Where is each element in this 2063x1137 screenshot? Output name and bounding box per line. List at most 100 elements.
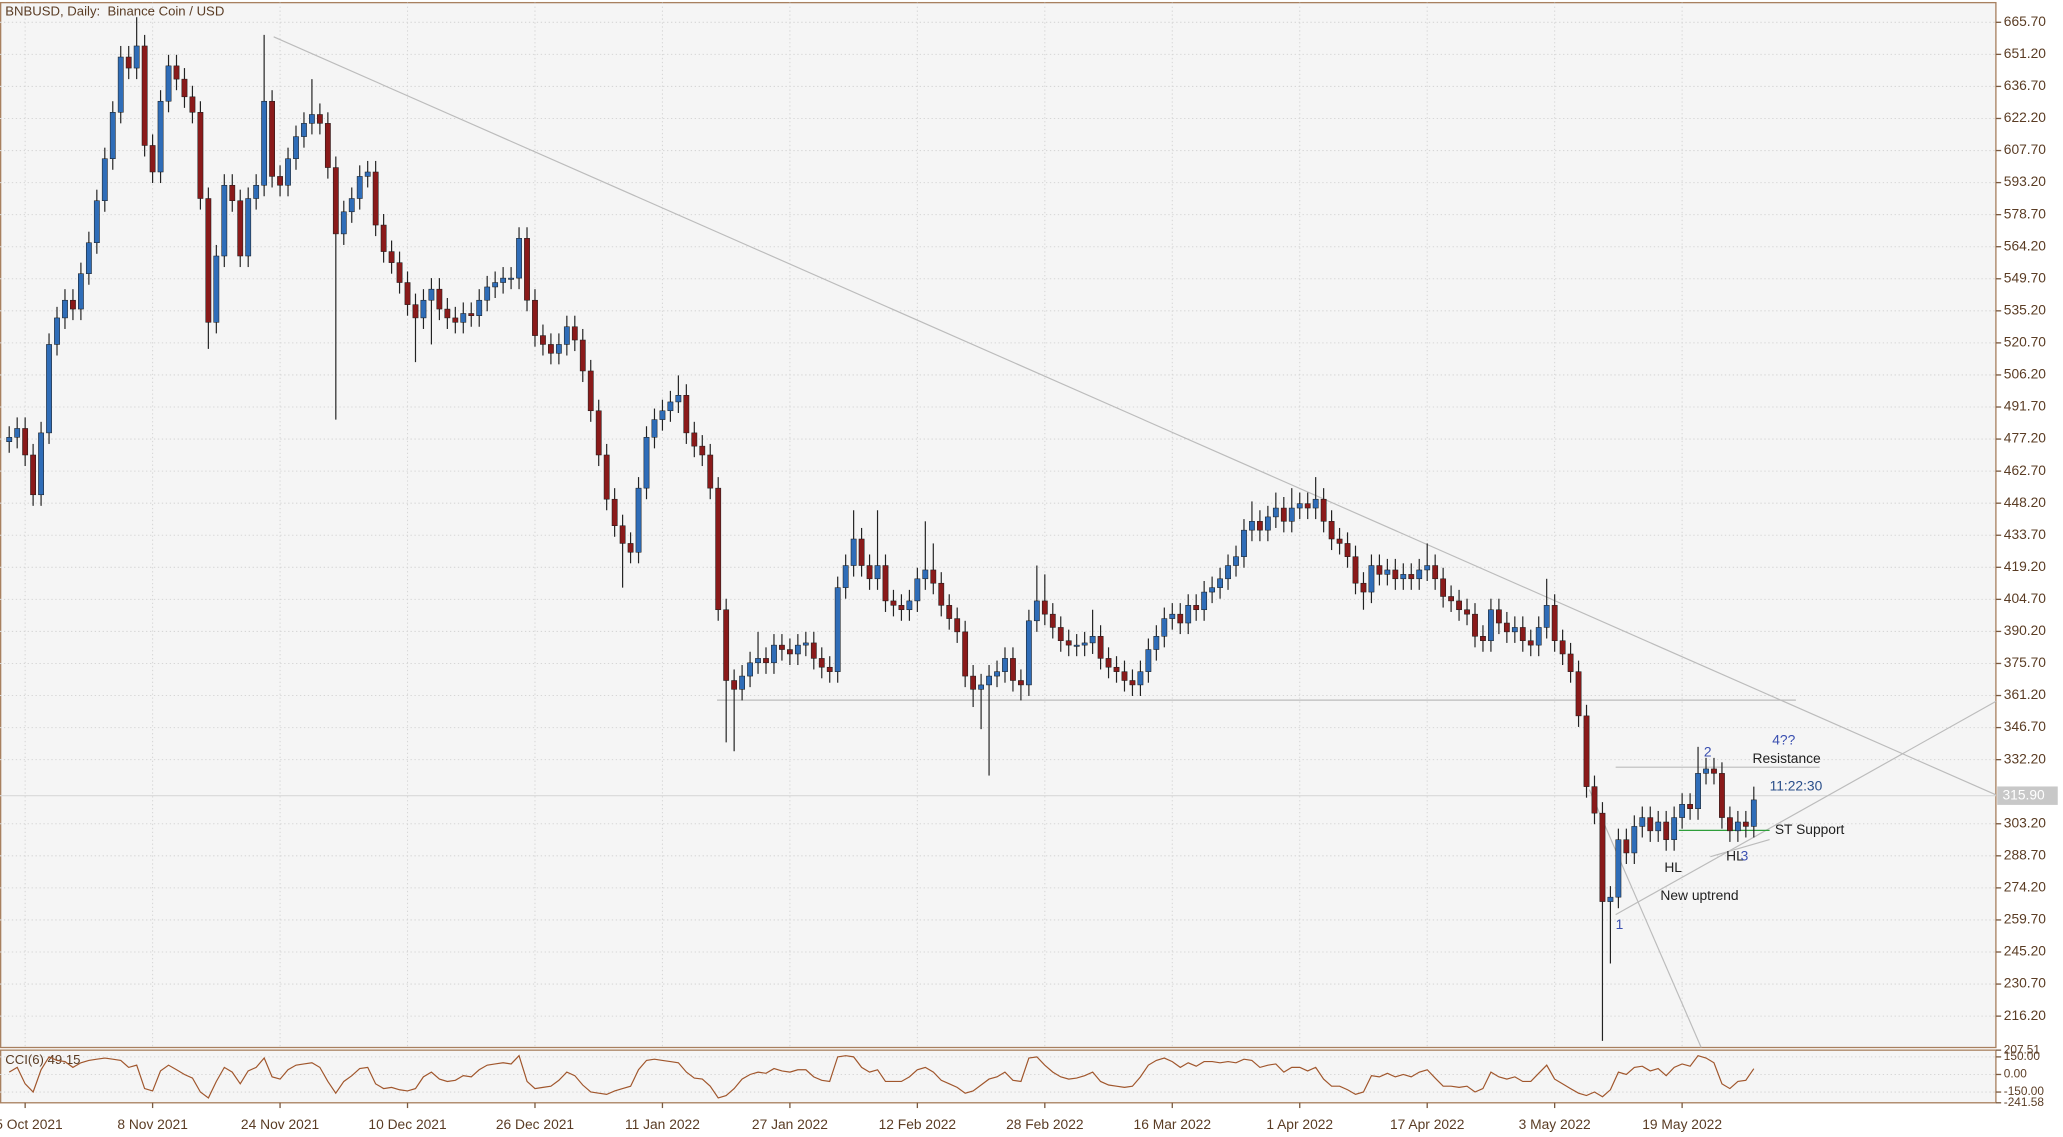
y-tick-label: 433.70 [2004,526,2047,542]
candle-body [723,609,730,681]
candle-body [1631,826,1638,854]
candle-body [787,649,793,655]
candle-body [1225,565,1231,580]
trend-line [273,36,1997,796]
candle-body [794,644,801,655]
candle-body [181,78,188,98]
candle-body [22,428,29,456]
y-tick-label: 651.20 [2004,45,2047,61]
candle-body [1272,507,1279,518]
candle-body [85,242,92,274]
y-tick-label: 245.20 [2004,943,2047,959]
candle-body [213,255,220,323]
candle-body [1209,587,1216,593]
candle-body [1057,627,1064,641]
candle-body [1432,565,1439,580]
last-price-box [1997,786,2058,805]
y-tick-label: 462.70 [2004,462,2047,478]
candle-body [954,618,961,633]
candle-body [1456,600,1462,611]
candle-body [516,238,522,279]
candle-body [1336,538,1343,544]
candle-body [1304,503,1311,509]
candles [6,17,1757,1041]
candle-body [1400,574,1407,580]
candle-body [1097,636,1104,659]
candle-body [1288,507,1295,522]
candle-body [826,666,833,672]
x-tick-label: 26 Dec 2021 [496,1116,574,1132]
candle-body [524,238,530,301]
y-tick-label: 477.20 [2004,430,2047,446]
candle-body [1623,839,1630,854]
candle-body [1647,817,1654,832]
candle-body [834,587,841,672]
candle-body [1264,516,1271,531]
candle-body [1424,565,1431,571]
candle-body [1703,768,1709,774]
candle-body [651,419,658,438]
cci-tick-label: -150.00 [2004,1084,2045,1098]
annotation: New uptrend [1660,887,1738,903]
y-tick-label: 404.70 [2004,590,2047,606]
candle-body [930,569,937,584]
candle-body [348,198,355,213]
y-tick-label: 216.20 [2004,1007,2047,1023]
candle-body [555,344,562,354]
candle-body [970,675,977,690]
candle-body [46,344,52,434]
candle-body [1695,773,1701,809]
candle-body [14,428,21,438]
candle-body [1655,821,1662,832]
candle-body [396,262,403,283]
candle-body [476,299,483,316]
candle-body [452,317,459,323]
candle-body [1280,507,1287,522]
x-tick-label: 16 Mar 2022 [1134,1116,1211,1132]
annotation: Resistance [1752,750,1821,766]
annotation: 4?? [1772,732,1795,748]
candle-body [1018,680,1024,686]
candle-body [1320,498,1327,522]
candle-body [1384,569,1391,575]
candle-body [109,112,116,159]
candle-body [1671,817,1678,840]
candle-body [1145,649,1152,672]
candle-body [858,538,865,566]
candle-body [938,582,945,606]
y-tick-label: 361.20 [2004,686,2047,702]
candle-body [444,308,451,319]
candle-body [747,662,753,677]
cci-line [8,1054,1755,1099]
candle-body [468,313,475,316]
candle-body [1464,609,1470,615]
x-tick-label: 3 May 2022 [1519,1116,1591,1132]
candle-body [1440,578,1447,597]
candle-body [779,644,785,650]
y-tick-label: 274.20 [2004,879,2047,895]
candle-body [364,171,371,177]
candle-body [771,644,777,664]
candle-body [229,184,236,201]
candle-body [548,344,554,354]
candle-body [1081,642,1088,646]
candle-body [1567,653,1574,672]
candle-body [994,671,1000,677]
candle-body [1448,596,1454,602]
candle-body [1033,600,1040,622]
candle-body [962,631,969,677]
annotation: HL [1726,847,1744,863]
candle-body [850,538,857,566]
candle-body [978,684,984,690]
cci-tick-label: 150.00 [2004,1049,2041,1063]
y-tick-label: 259.70 [2004,911,2047,927]
candle-body [1328,521,1335,540]
candle-body [1296,503,1303,509]
candle-body [595,410,602,456]
candle-body [1727,817,1733,832]
cci-label: CCI(6) 49.15 [5,1052,80,1067]
y-tick-label: 230.70 [2004,975,2047,991]
candle-body [1527,640,1534,646]
candle-body [1719,773,1725,818]
